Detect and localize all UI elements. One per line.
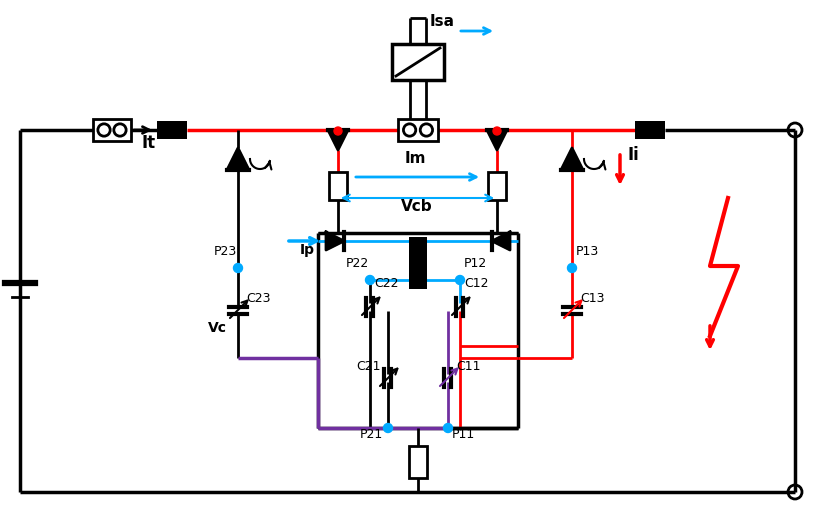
- Circle shape: [234, 264, 243, 272]
- Polygon shape: [326, 232, 344, 250]
- Text: Ip: Ip: [300, 243, 315, 257]
- Polygon shape: [487, 130, 507, 150]
- Circle shape: [384, 424, 393, 432]
- Text: P13: P13: [576, 245, 599, 258]
- Circle shape: [493, 127, 501, 135]
- Text: C12: C12: [464, 277, 489, 290]
- Bar: [488, 172, 506, 200]
- Text: P12: P12: [464, 257, 487, 270]
- Bar: [409, 237, 427, 289]
- Text: Vc: Vc: [208, 321, 227, 335]
- Text: P22: P22: [346, 257, 370, 270]
- Text: C13: C13: [580, 292, 605, 305]
- Polygon shape: [227, 148, 249, 170]
- Circle shape: [365, 276, 374, 284]
- Text: C23: C23: [246, 292, 271, 305]
- Bar: [93, 119, 131, 141]
- Text: Isa: Isa: [430, 14, 455, 29]
- Bar: [329, 172, 347, 200]
- Polygon shape: [561, 148, 583, 170]
- Text: C11: C11: [456, 360, 481, 373]
- Text: It: It: [142, 134, 156, 152]
- Text: Vcb: Vcb: [401, 199, 433, 214]
- Circle shape: [444, 424, 453, 432]
- Bar: [635, 121, 665, 139]
- Polygon shape: [492, 232, 510, 250]
- Text: P21: P21: [360, 428, 384, 441]
- Text: C22: C22: [374, 277, 398, 290]
- Text: P23: P23: [214, 245, 237, 258]
- Circle shape: [455, 276, 464, 284]
- Text: P11: P11: [452, 428, 475, 441]
- Text: Im: Im: [405, 151, 426, 166]
- Text: Ii: Ii: [628, 146, 639, 164]
- Text: C21: C21: [356, 360, 380, 373]
- Bar: [409, 446, 427, 478]
- Polygon shape: [328, 130, 348, 150]
- Bar: [157, 121, 187, 139]
- Bar: [392, 44, 444, 80]
- Bar: [398, 119, 438, 141]
- Circle shape: [568, 264, 576, 272]
- Circle shape: [334, 127, 342, 135]
